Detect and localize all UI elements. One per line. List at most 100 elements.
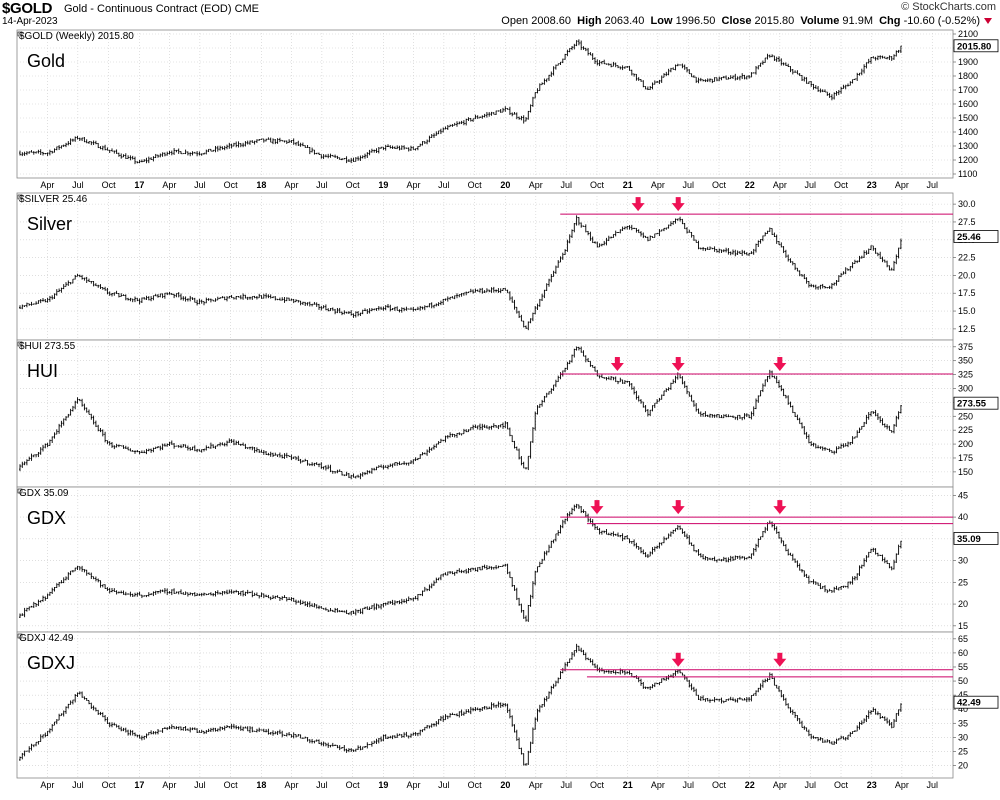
y-tick-label: 45 xyxy=(958,490,968,500)
description-text: Gold - Continuous Contract (EOD) xyxy=(64,3,232,15)
symbol-description: Gold - Continuous Contract (EOD) CME xyxy=(64,3,259,15)
x-tick-label: Jul xyxy=(927,180,939,190)
series-legend: $HUI 273.55 xyxy=(19,341,76,352)
y-tick-label: 22.5 xyxy=(958,253,976,263)
volume-value: 91.9M xyxy=(842,15,873,27)
x-tick-label: Apr xyxy=(651,180,665,190)
brand-label[interactable]: © StockCharts.com xyxy=(901,1,996,13)
down-arrow-icon xyxy=(773,363,787,372)
last-value-tag xyxy=(953,39,999,53)
y-tick-label: 1300 xyxy=(958,141,978,151)
x-tick-label: 17 xyxy=(134,180,144,190)
panel-gold: Apr Jul Oct 17 Apr Jul Oct 18 Apr Jul Oct 19 Apr Jul O… xyxy=(16,29,999,190)
last-value-tag xyxy=(953,396,999,410)
chg-label: Chg xyxy=(879,15,901,27)
y-tick-label: 40 xyxy=(958,512,968,522)
x-tick-label: 23 xyxy=(867,180,877,190)
series-legend: $SILVER 25.46 xyxy=(19,194,88,205)
y-tick-label: 15 xyxy=(958,621,968,631)
chg-value: -10.60 (-0.52%) xyxy=(903,15,980,27)
y-tick-label: 1900 xyxy=(958,57,978,67)
y-tick-label: 350 xyxy=(958,356,973,366)
x-tick-label: Apr xyxy=(284,180,298,190)
y-tick-label: 200 xyxy=(958,439,973,449)
y-tick-label: 20.0 xyxy=(958,270,976,280)
quote-stats: Open 2008.60 High 2063.40 Low 1996.50 Cl… xyxy=(501,15,980,27)
last-value-label: 25.46 xyxy=(957,232,981,243)
x-tick-label: 20 xyxy=(500,180,510,190)
x-tick-label: 22 xyxy=(745,180,755,190)
x-tick-label: 21 xyxy=(623,180,633,190)
panel-title: Gold xyxy=(27,51,65,71)
y-tick-label: 1200 xyxy=(958,155,978,165)
legend-swatch-icon xyxy=(17,194,23,200)
down-arrow-icon xyxy=(777,357,783,365)
x-tick-label: Oct xyxy=(346,180,361,190)
down-arrow-icon xyxy=(614,357,620,365)
legend-swatch-icon xyxy=(17,31,23,37)
panel-title: HUI xyxy=(27,361,58,381)
y-tick-label: 30 xyxy=(958,556,968,566)
chg-down-icon xyxy=(984,18,992,24)
x-tick-label: Oct xyxy=(712,180,727,190)
down-arrow-icon xyxy=(610,363,624,372)
y-tick-label: 1800 xyxy=(958,71,978,81)
y-tick-label: 12.5 xyxy=(958,324,976,334)
high-value: 2063.40 xyxy=(604,15,645,27)
x-tick-label: Oct xyxy=(468,180,483,190)
last-value-label: 273.55 xyxy=(957,399,987,410)
panel-frame xyxy=(16,486,954,633)
x-tick-label: Oct xyxy=(102,180,117,190)
down-arrow-icon xyxy=(635,197,641,205)
y-tick-label: 25 xyxy=(958,577,968,587)
y-tick-label: 250 xyxy=(958,411,973,421)
x-tick-label: Jul xyxy=(560,180,572,190)
y-tick-label: 225 xyxy=(958,425,973,435)
chart-header: $GOLD Gold - Continuous Contract (EOD) C… xyxy=(0,0,1000,30)
low-value: 1996.50 xyxy=(675,15,716,27)
down-arrow-icon xyxy=(675,197,681,205)
x-tick-label: Oct xyxy=(834,180,849,190)
panel-silver: AprJulOct17AprJulOct18AprJulOct19AprJulO… xyxy=(16,192,999,352)
series-legend: $GOLD (Weekly) 2015.80 xyxy=(19,31,134,42)
y-tick-label: 175 xyxy=(958,453,973,463)
last-value-label: 2015.80 xyxy=(957,41,991,52)
panel-hui: AprJulOct17AprJulOct18AprJulOct19AprJulO… xyxy=(16,339,999,499)
x-tick-label: Apr xyxy=(529,180,543,190)
x-tick-label: 19 xyxy=(378,180,388,190)
y-tick-label: 150 xyxy=(958,467,973,477)
last-value-tag xyxy=(953,230,999,243)
date-label: 14-Apr-2023 xyxy=(2,16,58,27)
close-label: Close xyxy=(721,15,752,27)
y-tick-label: 325 xyxy=(958,370,973,380)
y-tick-label: 1700 xyxy=(958,85,978,95)
y-tick-label: 17.5 xyxy=(958,288,976,298)
y-tick-label: 375 xyxy=(958,342,973,352)
y-tick-label: 30.0 xyxy=(958,199,976,209)
y-tick-label: 1500 xyxy=(958,113,978,123)
y-tick-label: 300 xyxy=(958,383,973,393)
x-tick-label: Apr xyxy=(406,180,420,190)
x-tick-label: Apr xyxy=(773,180,787,190)
x-tick-label: Jul xyxy=(682,180,694,190)
down-arrow-icon xyxy=(671,203,685,212)
y-tick-label: 1600 xyxy=(958,99,978,109)
y-tick-label: 1100 xyxy=(958,169,977,179)
y-tick-label: 27.5 xyxy=(958,217,976,227)
y-tick-label: 1400 xyxy=(958,127,978,137)
volume-label: Volume xyxy=(800,15,840,27)
x-tick-label: Jul xyxy=(805,180,817,190)
x-tick-label: Apr xyxy=(895,180,909,190)
high-label: High xyxy=(577,15,602,27)
panel-frame xyxy=(16,192,954,341)
down-arrow-icon xyxy=(671,363,685,372)
x-tick-label: Apr xyxy=(40,180,54,190)
open-label: Open xyxy=(501,15,529,27)
x-tick-label: Jul xyxy=(316,180,328,190)
x-tick-label: Oct xyxy=(590,180,605,190)
open-value: 2008.60 xyxy=(531,15,572,27)
x-tick-label: 18 xyxy=(256,180,266,190)
panel-gdx: AprJulOct17AprJulOct18AprJulOct19AprJulO… xyxy=(16,486,999,644)
low-label: Low xyxy=(650,15,673,27)
